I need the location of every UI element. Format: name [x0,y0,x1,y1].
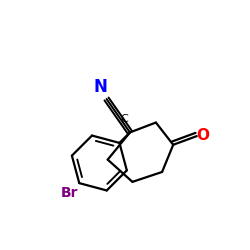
Text: N: N [93,78,107,96]
Text: Br: Br [61,186,78,200]
Text: O: O [196,128,209,143]
Text: C: C [120,114,128,124]
